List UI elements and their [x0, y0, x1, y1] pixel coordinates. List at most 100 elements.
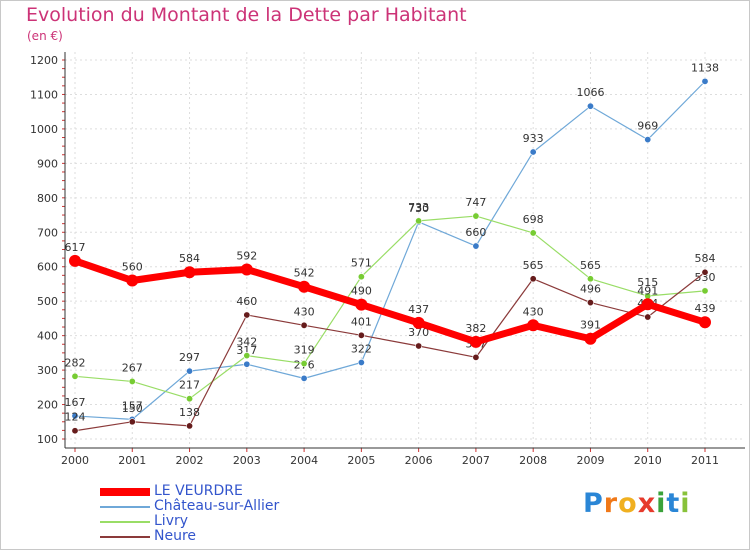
data-point [641, 298, 654, 311]
data-point [586, 102, 594, 110]
series-line-3 [71, 257, 709, 346]
x-tick-label: 2007 [462, 454, 490, 467]
data-label: 969 [637, 120, 658, 133]
data-point [186, 367, 194, 375]
data-label: 530 [695, 271, 716, 284]
data-point [472, 242, 480, 250]
data-point [701, 268, 709, 276]
data-label: 382 [465, 322, 486, 335]
y-tick-label: 500 [37, 295, 58, 308]
legend-swatch [100, 536, 150, 538]
y-tick-label: 300 [37, 364, 58, 377]
y-tick-label: 100 [37, 433, 58, 446]
x-tick-label: 2008 [519, 454, 547, 467]
y-tick-label: 600 [37, 261, 58, 274]
data-point [300, 321, 308, 329]
x-tick-label: 2011 [691, 454, 719, 467]
data-label: 322 [351, 343, 372, 356]
data-point [243, 352, 251, 360]
data-label: 490 [351, 285, 372, 298]
data-label: 282 [65, 356, 86, 369]
data-point [586, 299, 594, 307]
data-label: 167 [65, 396, 86, 409]
x-tick-label: 2010 [634, 454, 662, 467]
data-label: 317 [236, 344, 257, 357]
plot-area [65, 52, 745, 448]
y-tick-label: 200 [37, 399, 58, 412]
data-label: 217 [179, 379, 200, 392]
data-point [529, 229, 537, 237]
data-point [357, 273, 365, 281]
chart-title: Evolution du Montant de la Dette par Hab… [26, 4, 467, 26]
data-label: 733 [408, 201, 429, 214]
data-label: 617 [65, 241, 86, 254]
x-tick-label: 2005 [347, 454, 375, 467]
data-point [701, 77, 709, 85]
data-point [357, 359, 365, 367]
data-point [128, 377, 136, 385]
x-tick-label: 2003 [233, 454, 261, 467]
data-point [584, 332, 597, 345]
data-label: 370 [408, 326, 429, 339]
data-point [69, 254, 81, 267]
series-line-1 [74, 215, 706, 400]
proxiti-logo: Proxiti [583, 488, 691, 519]
data-label: 267 [122, 361, 143, 374]
data-point [529, 148, 537, 156]
data-label: 430 [523, 305, 544, 318]
data-point [186, 395, 194, 403]
data-label: 138 [179, 406, 200, 419]
data-point [472, 212, 480, 220]
data-point [243, 360, 251, 368]
y-tick-label: 800 [37, 192, 58, 205]
data-label: 437 [408, 303, 429, 316]
legend-swatch [100, 488, 150, 496]
data-point [472, 353, 480, 361]
data-label: 592 [236, 249, 257, 262]
data-point [355, 298, 368, 311]
data-label: 565 [580, 259, 601, 272]
data-label: 698 [523, 213, 544, 226]
legend-label: Château-sur-Allier [154, 498, 280, 514]
legend-swatch [100, 521, 150, 523]
data-label: 571 [351, 257, 372, 270]
data-label: 401 [351, 315, 372, 328]
data-label: 496 [580, 283, 601, 296]
data-label: 584 [695, 252, 716, 265]
series-line-0 [74, 80, 706, 420]
data-point [701, 287, 709, 295]
data-point [243, 311, 251, 319]
data-label: 157 [122, 399, 143, 412]
y-tick-label: 1000 [30, 123, 58, 136]
x-tick-label: 2000 [61, 454, 89, 467]
data-label: 319 [294, 344, 315, 357]
data-label: 565 [523, 259, 544, 272]
data-point [699, 316, 711, 329]
data-label: 1138 [691, 61, 719, 74]
legend-label: LE VEURDRE [154, 483, 243, 499]
data-point [128, 418, 136, 426]
data-label: 391 [580, 319, 601, 332]
chart-subtitle: (en €) [27, 29, 63, 43]
data-point [71, 372, 79, 380]
data-label: 439 [695, 302, 716, 315]
y-tick-label: 400 [37, 330, 58, 343]
x-tick-label: 2006 [405, 454, 433, 467]
data-label: 124 [65, 411, 86, 424]
data-point [298, 280, 311, 293]
data-point [412, 316, 425, 329]
data-label: 491 [637, 284, 658, 297]
x-tick-label: 2004 [290, 454, 318, 467]
data-point [644, 136, 652, 144]
data-label: 297 [179, 351, 200, 364]
data-point [71, 412, 79, 420]
legend-swatch [100, 506, 150, 508]
x-tick-label: 2002 [176, 454, 204, 467]
data-point [415, 217, 423, 225]
data-label: 430 [294, 305, 315, 318]
legend-label: Livry [154, 513, 189, 529]
data-point [415, 342, 423, 350]
y-tick-label: 700 [37, 226, 58, 239]
data-point [126, 274, 139, 287]
